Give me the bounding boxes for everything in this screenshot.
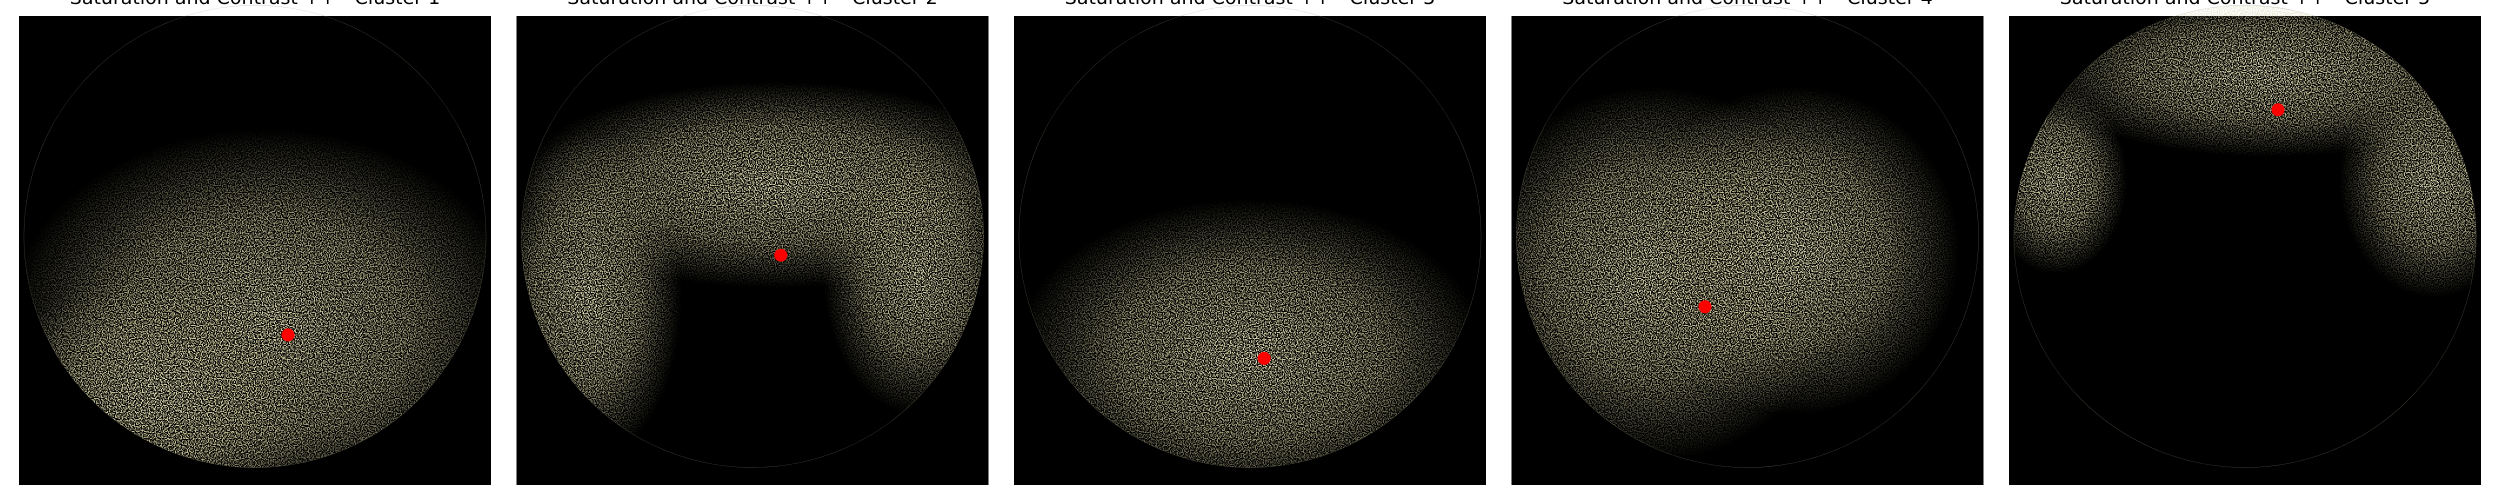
centroid-marker bbox=[1698, 300, 1712, 314]
panel-title: Saturation and Contrast ++ - Cluster 4 bbox=[1562, 0, 1932, 9]
panel-title: Saturation and Contrast ++ - Cluster 1 bbox=[70, 0, 440, 9]
density-blob bbox=[1629, 86, 1960, 415]
centroid-marker bbox=[774, 248, 788, 262]
panel bbox=[19, 5, 491, 485]
speckle-cloud bbox=[1018, 198, 1482, 468]
panel bbox=[1014, 5, 1486, 485]
density-blob bbox=[2013, 86, 2128, 274]
centroid-marker bbox=[281, 328, 295, 342]
panel-title: Saturation and Contrast ++ - Cluster 3 bbox=[1065, 0, 1435, 9]
panel-title: Saturation and Contrast ++ - Cluster 5 bbox=[2060, 0, 2430, 9]
centroid-marker bbox=[2271, 103, 2285, 117]
density-blob bbox=[1018, 198, 1482, 468]
panel bbox=[1511, 5, 1984, 485]
centroid-marker bbox=[1257, 351, 1271, 365]
panel bbox=[516, 5, 989, 485]
panel bbox=[2009, 5, 2481, 485]
panel-title: Saturation and Contrast ++ - Cluster 2 bbox=[567, 0, 937, 9]
density-blob bbox=[2339, 62, 2477, 298]
speckle-cloud bbox=[1516, 86, 1960, 462]
